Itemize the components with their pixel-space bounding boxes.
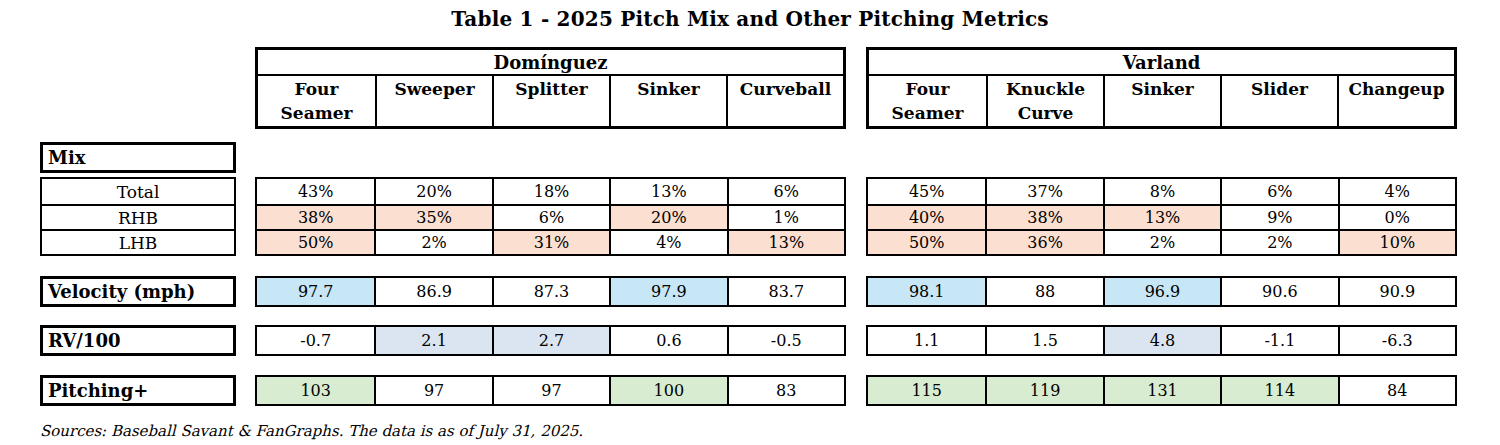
- mix-cell: 8%: [1103, 179, 1220, 204]
- mix-cell: 1%: [727, 204, 844, 229]
- pitching_plus-cell: 97: [374, 377, 491, 404]
- pitch-header-row: Four SeamerSweeperSplitterSinkerCurvebal…: [258, 76, 843, 126]
- velocity-data-grid: 98.18896.990.690.9: [866, 276, 1457, 307]
- pitching_plus-cell: 103: [257, 377, 374, 404]
- pitch-header-row: Four SeamerKnuckle CurveSinkerSliderChan…: [869, 76, 1454, 126]
- mix-cell: 31%: [492, 229, 609, 254]
- pitch-header-cell: Slider: [1220, 76, 1337, 126]
- pitch-header-cell: Sinker: [609, 76, 726, 126]
- pitcher-header: VarlandFour SeamerKnuckle CurveSinkerSli…: [866, 47, 1457, 129]
- mix-cell: 38%: [257, 204, 374, 229]
- pitching_plus-cell: 83: [727, 377, 844, 404]
- pitch-header-cell: Curveball: [726, 76, 843, 126]
- rv100-cell: 1.5: [985, 327, 1102, 354]
- mix-cell: 6%: [1220, 179, 1337, 204]
- table-figure: Table 1 - 2025 Pitch Mix and Other Pitch…: [0, 0, 1500, 445]
- mix-cell: 20%: [374, 179, 491, 204]
- velocity-cell: 90.6: [1220, 278, 1337, 305]
- pitching_plus-cell: 131: [1103, 377, 1220, 404]
- mix-cell: 2%: [374, 229, 491, 254]
- velocity-cell: 88: [985, 278, 1102, 305]
- pitch-header-cell: Sweeper: [375, 76, 492, 126]
- mix-section-label: Mix: [40, 142, 236, 173]
- mix-cell: 37%: [985, 179, 1102, 204]
- pitching_plus-cell: 119: [985, 377, 1102, 404]
- rv100-cell: -0.5: [727, 327, 844, 354]
- rv100-cell: 2.1: [374, 327, 491, 354]
- velocity-cell: 83.7: [727, 278, 844, 305]
- pitching_plus-cell: 114: [1220, 377, 1337, 404]
- velocity-cell: 90.9: [1338, 278, 1455, 305]
- rv100-cell: 2.7: [492, 327, 609, 354]
- mix-cell: 45%: [868, 179, 985, 204]
- velocity-cell: 98.1: [868, 278, 985, 305]
- velocity-cell: 97.7: [257, 278, 374, 305]
- pitch-header-cell: Changeup: [1337, 76, 1454, 126]
- mix-cell: 2%: [1220, 229, 1337, 254]
- rv100-cell: 0.6: [609, 327, 726, 354]
- mix-cell: 0%: [1338, 204, 1455, 229]
- rv100-data-grid: -0.72.12.70.6-0.5: [255, 325, 846, 356]
- mix-cell: 20%: [609, 204, 726, 229]
- rv100-section-label: RV/100: [40, 325, 236, 356]
- row-label-total: Total: [42, 179, 234, 204]
- pitcher-header: DomínguezFour SeamerSweeperSplitterSinke…: [255, 47, 846, 129]
- pitcher-name: Domínguez: [258, 50, 843, 76]
- mix-cell: 6%: [492, 204, 609, 229]
- row-label-lhb: LHB: [42, 229, 234, 254]
- pitcher-block-varland: VarlandFour SeamerKnuckle CurveSinkerSli…: [866, 47, 1457, 407]
- mix-cell: 18%: [492, 179, 609, 204]
- rv100-cell: 1.1: [868, 327, 985, 354]
- mix-cell: 10%: [1338, 229, 1455, 254]
- rv100-data-grid: 1.11.54.8-1.1-6.3: [866, 325, 1457, 356]
- pitcher-block-dominguez: DomínguezFour SeamerSweeperSplitterSinke…: [255, 47, 846, 407]
- mix-cell: 50%: [257, 229, 374, 254]
- mix-row-labels: Total RHB LHB: [40, 177, 236, 256]
- pitcher-name: Varland: [869, 50, 1454, 76]
- rv100-cell: -6.3: [1338, 327, 1455, 354]
- mix-cell: 13%: [1103, 204, 1220, 229]
- mix-cell: 35%: [374, 204, 491, 229]
- pitching-plus-section-label: Pitching+: [40, 375, 236, 406]
- pitching_plus-cell: 97: [492, 377, 609, 404]
- mix-cell: 38%: [985, 204, 1102, 229]
- pitching_plus-data-grid: 11511913111484: [866, 375, 1457, 406]
- mix-cell: 36%: [985, 229, 1102, 254]
- row-label-rhb: RHB: [42, 204, 234, 229]
- velocity-cell: 96.9: [1103, 278, 1220, 305]
- velocity-section-label: Velocity (mph): [40, 276, 236, 307]
- mix-data-grid: 43%20%18%13%6%38%35%6%20%1%50%2%31%4%13%: [255, 177, 846, 256]
- mix-cell: 13%: [727, 229, 844, 254]
- pitching_plus-cell: 115: [868, 377, 985, 404]
- pitch-header-cell: Sinker: [1103, 76, 1220, 126]
- velocity-cell: 87.3: [492, 278, 609, 305]
- pitching_plus-cell: 100: [609, 377, 726, 404]
- pitch-header-cell: Knuckle Curve: [986, 76, 1103, 126]
- rv100-cell: 4.8: [1103, 327, 1220, 354]
- mix-cell: 4%: [609, 229, 726, 254]
- rv100-cell: -0.7: [257, 327, 374, 354]
- mix-cell: 13%: [609, 179, 726, 204]
- pitch-header-cell: Four Seamer: [258, 76, 375, 126]
- mix-cell: 9%: [1220, 204, 1337, 229]
- mix-data-grid: 45%37%8%6%4%40%38%13%9%0%50%36%2%2%10%: [866, 177, 1457, 256]
- pitching_plus-cell: 84: [1338, 377, 1455, 404]
- velocity-data-grid: 97.786.987.397.983.7: [255, 276, 846, 307]
- mix-cell: 6%: [727, 179, 844, 204]
- table-title: Table 1 - 2025 Pitch Mix and Other Pitch…: [0, 7, 1500, 31]
- source-note: Sources: Baseball Savant & FanGraphs. Th…: [40, 422, 583, 440]
- mix-cell: 4%: [1338, 179, 1455, 204]
- pitching_plus-data-grid: 103979710083: [255, 375, 846, 406]
- pitch-header-cell: Splitter: [492, 76, 609, 126]
- velocity-cell: 86.9: [374, 278, 491, 305]
- mix-cell: 40%: [868, 204, 985, 229]
- mix-cell: 2%: [1103, 229, 1220, 254]
- velocity-cell: 97.9: [609, 278, 726, 305]
- rv100-cell: -1.1: [1220, 327, 1337, 354]
- mix-cell: 43%: [257, 179, 374, 204]
- mix-cell: 50%: [868, 229, 985, 254]
- pitch-header-cell: Four Seamer: [869, 76, 986, 126]
